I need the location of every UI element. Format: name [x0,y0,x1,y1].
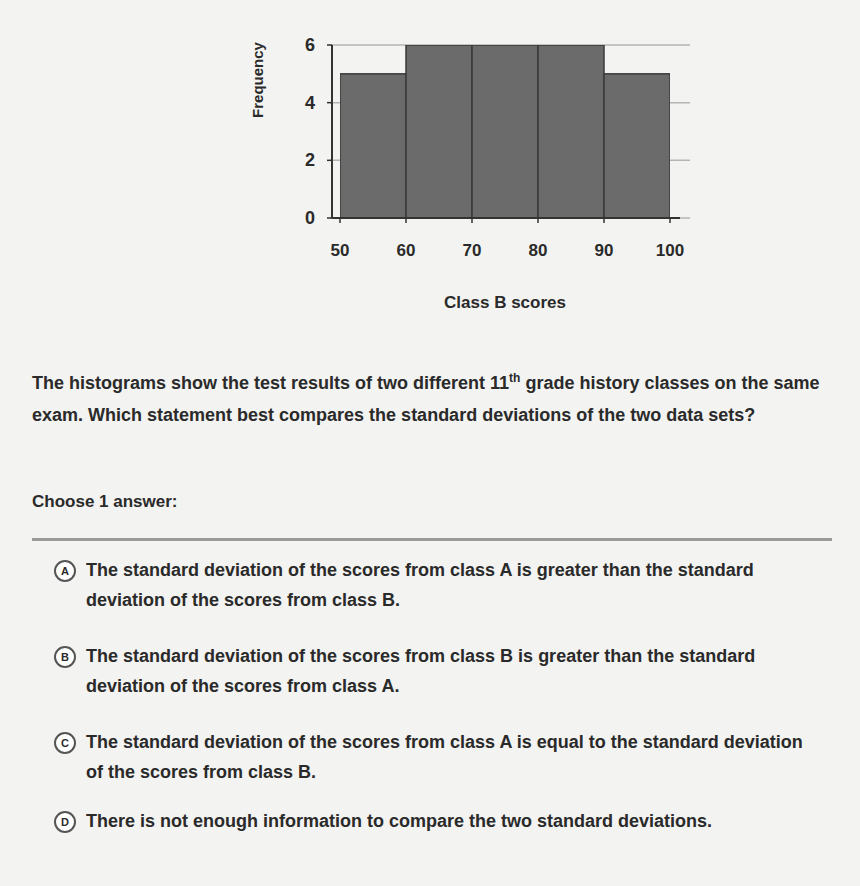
y-tick-label: 0 [305,208,315,228]
x-tick-label: 90 [595,241,614,260]
question-text: The histograms show the test results of … [32,373,490,393]
choice-letter: A [54,560,76,582]
y-axis-label: Frequency [249,41,266,118]
x-tick-label: 70 [463,241,482,260]
choice[interactable]: BThe standard deviation of the scores fr… [58,641,818,701]
y-tick-label: 4 [305,93,315,113]
choice[interactable]: AThe standard deviation of the scores fr… [58,555,818,615]
x-tick [339,218,341,223]
choice-text: The standard deviation of the scores fro… [86,555,818,615]
x-tick-label: 100 [656,241,684,260]
choice[interactable]: CThe standard deviation of the scores fr… [58,727,818,787]
x-tick-label: 50 [331,241,350,260]
y-tick [327,44,332,46]
bar [538,45,604,218]
x-axis-label: Class B scores [444,293,566,312]
histogram: 50 60 70 80 90 100 0 2 4 6 Class B scores Frequency [0,0,860,330]
bar [604,74,670,218]
choice-letter: C [54,732,76,754]
choice-letter: D [54,811,76,833]
y-tick [327,217,332,219]
y-tick [327,102,332,104]
bar [472,45,538,218]
y-axis [331,45,333,218]
x-tick [669,218,671,223]
y-tick [327,160,332,162]
choice-letter: B [54,646,76,668]
y-tick-label: 2 [305,150,315,170]
bar [406,45,472,218]
choice-text: There is not enough information to compa… [86,806,818,836]
bars [340,45,670,218]
prompt: Choose 1 answer: [32,492,178,512]
bar [340,74,406,218]
question: The histograms show the test results of … [32,362,847,431]
choice-text: The standard deviation of the scores fro… [86,641,818,701]
x-tick-label: 60 [397,241,416,260]
choice-text: The standard deviation of the scores fro… [86,727,818,787]
x-axis [332,217,680,219]
question-number: 11 [490,373,509,393]
y-tick-label: 6 [305,35,315,55]
question-superscript: th [509,371,520,385]
x-tick [405,218,407,223]
x-tick [603,218,605,223]
x-tick [471,218,473,223]
choice[interactable]: DThere is not enough information to comp… [58,806,818,836]
separator [32,538,832,541]
grid-line [330,217,690,219]
x-tick-label: 80 [529,241,548,260]
x-tick [537,218,539,223]
